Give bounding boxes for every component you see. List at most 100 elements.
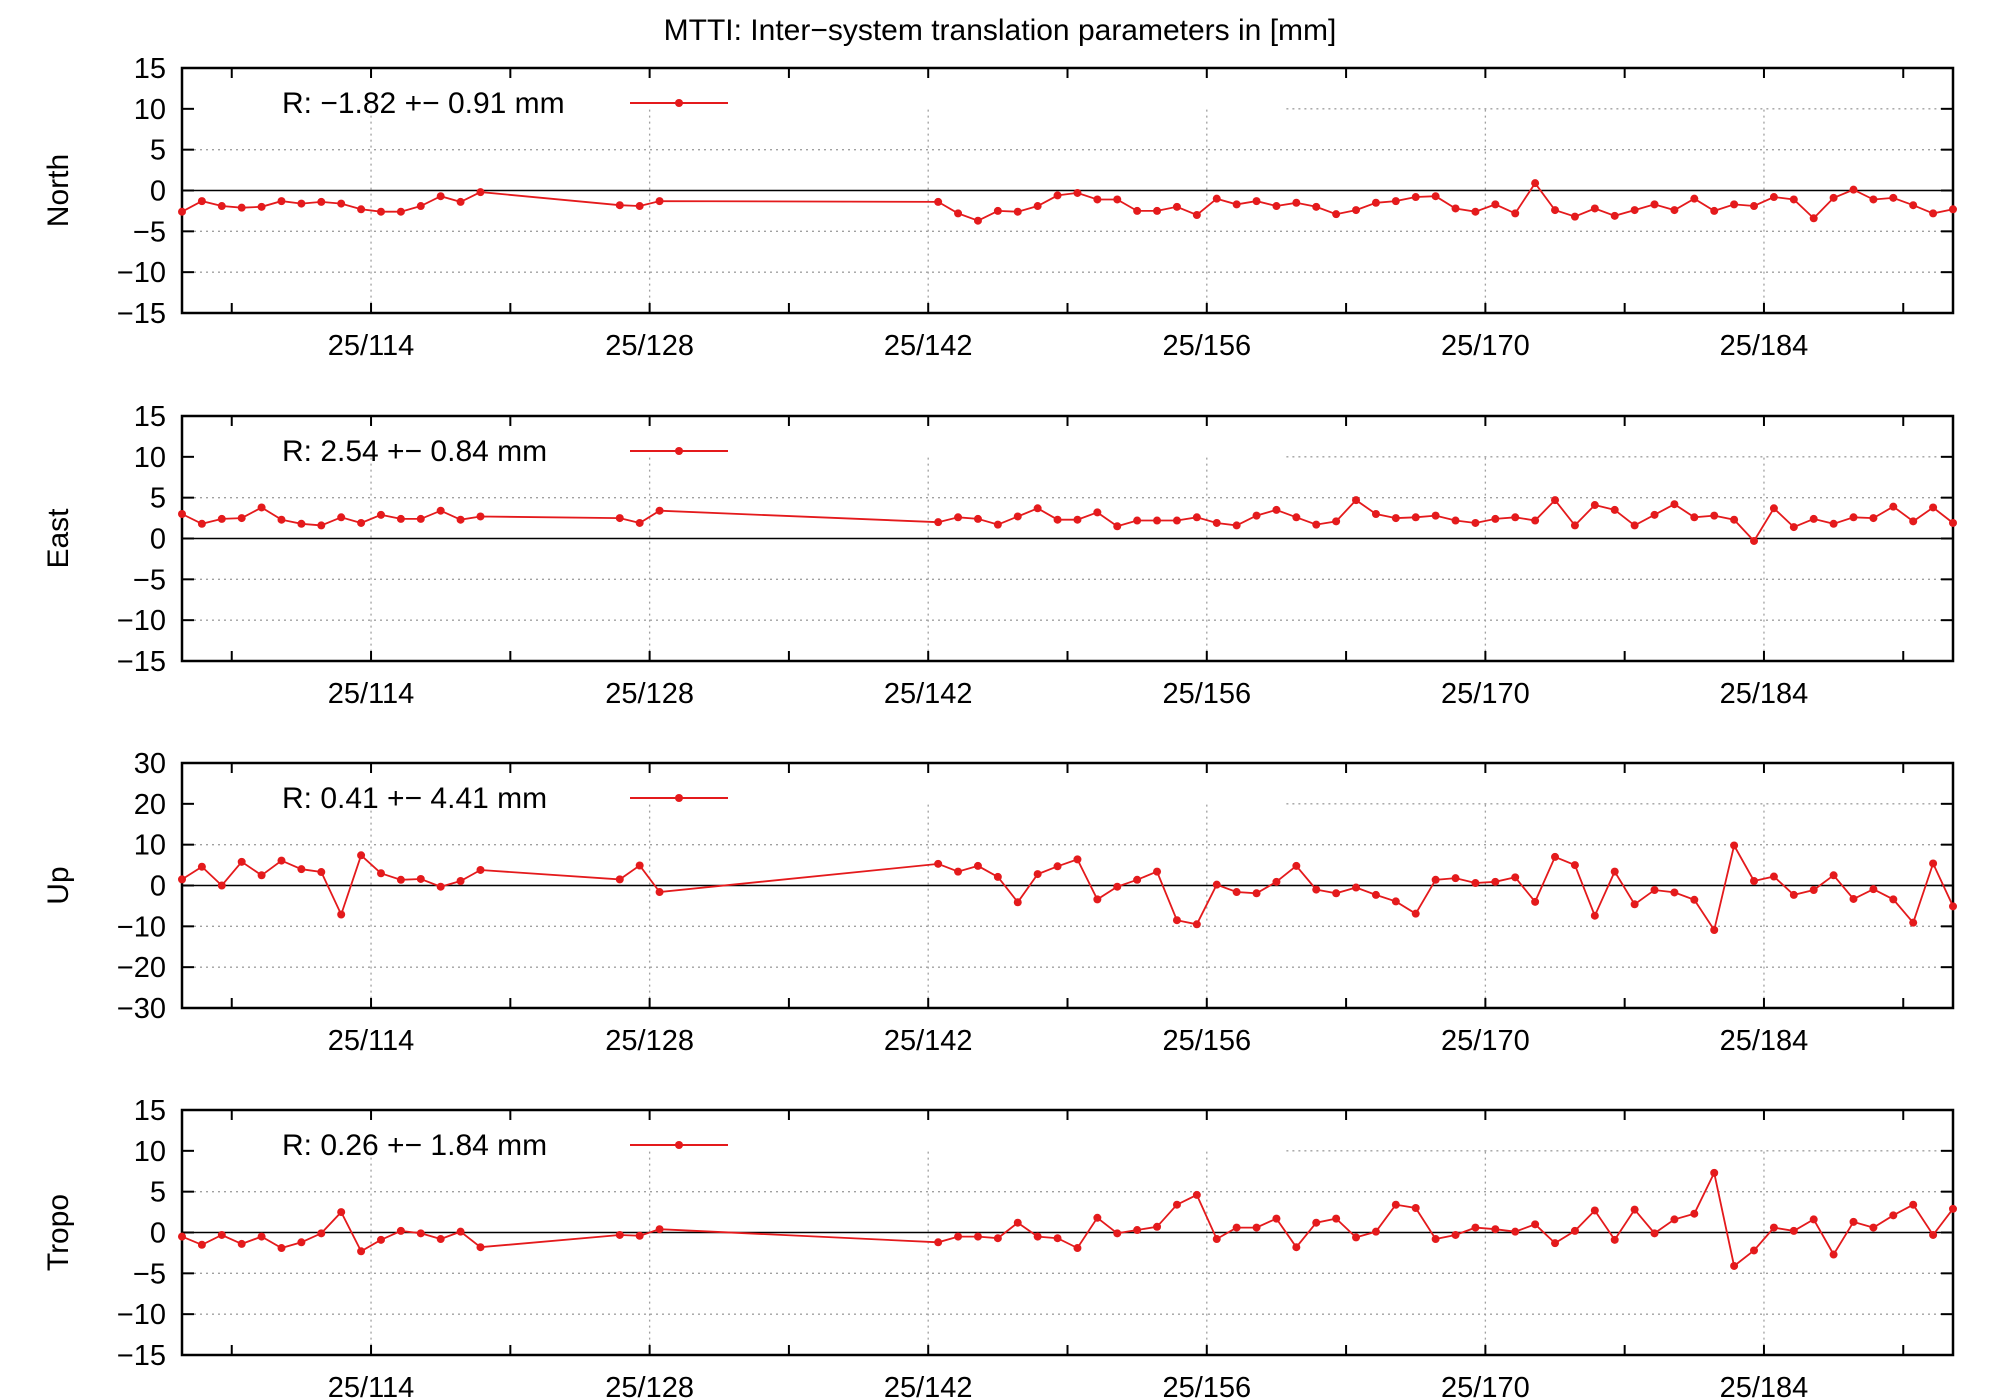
data-point: [1451, 516, 1460, 525]
data-point: [973, 514, 982, 523]
y-tick-label: 0: [150, 176, 166, 208]
data-point: [1192, 513, 1201, 522]
data-point: [1053, 191, 1062, 200]
data-point: [934, 859, 943, 868]
data-point: [1570, 212, 1579, 221]
data-point: [1690, 194, 1699, 203]
x-tick-label: 25/184: [1720, 678, 1809, 710]
data-point: [1809, 1215, 1818, 1224]
data-point: [1292, 1243, 1301, 1252]
data-point: [1451, 874, 1460, 883]
data-point: [1053, 515, 1062, 524]
data-point: [1252, 511, 1261, 520]
data-point: [1212, 880, 1221, 889]
y-tick-label: −5: [133, 564, 166, 596]
data-point: [416, 1229, 425, 1238]
data-point: [1371, 1227, 1380, 1236]
data-point: [1133, 875, 1142, 884]
data-point: [1371, 890, 1380, 899]
data-point: [1232, 1223, 1241, 1232]
data-point: [1013, 898, 1022, 907]
data-point: [476, 188, 485, 197]
y-tick-label: 5: [150, 1177, 166, 1209]
data-point: [1113, 882, 1122, 891]
data-point: [1909, 1200, 1918, 1209]
data-point: [297, 519, 306, 528]
data-point: [1292, 513, 1301, 522]
data-point: [357, 851, 366, 860]
x-tick-label: 25/114: [328, 678, 415, 710]
data-point: [1033, 202, 1042, 211]
data-point: [1232, 200, 1241, 209]
data-point: [1630, 900, 1639, 909]
data-point: [1570, 1226, 1579, 1235]
data-point: [1849, 1217, 1858, 1226]
data-point: [1670, 888, 1679, 897]
data-point: [1849, 513, 1858, 522]
data-point: [1172, 202, 1181, 211]
y-tick-label: −5: [133, 216, 166, 248]
series-line: [181, 843, 1954, 933]
data-point: [1730, 200, 1739, 209]
data-point: [1491, 200, 1500, 209]
data-point: [1531, 516, 1540, 525]
y-tick-label: 0: [150, 871, 166, 903]
data-point: [1252, 889, 1261, 898]
data-point: [1769, 1223, 1778, 1232]
data-point: [337, 199, 346, 208]
data-point: [1750, 1246, 1759, 1255]
data-point: [1371, 510, 1380, 518]
data-point: [1570, 521, 1579, 530]
data-point: [1949, 902, 1957, 911]
data-point: [1292, 198, 1301, 207]
data-point: [1431, 511, 1440, 520]
data-point: [1272, 1214, 1281, 1223]
data-point: [337, 910, 346, 919]
data-point: [257, 871, 266, 880]
data-point: [317, 1229, 326, 1238]
data-point: [1949, 518, 1957, 527]
x-tick-label: 25/128: [605, 1372, 694, 1400]
x-tick-label: 25/114: [328, 330, 415, 362]
data-point: [376, 1235, 385, 1244]
data-point: [1710, 926, 1719, 935]
data-point: [1352, 496, 1361, 505]
data-point: [1929, 209, 1938, 218]
data-point: [1710, 511, 1719, 520]
data-point: [237, 1239, 246, 1248]
data-point: [1332, 889, 1341, 898]
series-line: [181, 498, 1954, 543]
data-point: [1352, 883, 1361, 892]
data-point: [1809, 885, 1818, 894]
x-tick-label: 25/170: [1441, 1025, 1530, 1057]
data-point: [1610, 867, 1619, 876]
data-point: [1133, 206, 1142, 215]
data-point: [1889, 502, 1898, 511]
data-point: [1272, 877, 1281, 886]
data-point: [1153, 867, 1162, 876]
data-point: [1750, 202, 1759, 211]
data-point: [396, 875, 405, 884]
data-point: [1730, 515, 1739, 524]
data-point: [317, 868, 326, 877]
data-point: [1551, 1239, 1560, 1248]
data-point: [1391, 897, 1400, 906]
data-point: [217, 1230, 226, 1239]
data-point: [1670, 500, 1679, 509]
panel-up: 30 20 10 0 −10 −20 −30 25/114 25/128 25/142 25/156…: [42, 748, 1957, 1057]
data-point: [1690, 1209, 1699, 1218]
x-tick-label: 25/142: [884, 1025, 973, 1057]
data-point: [1650, 885, 1659, 894]
data-point: [297, 1238, 306, 1247]
y-tick-label: −15: [117, 1340, 166, 1372]
data-point: [655, 888, 664, 897]
data-point: [1670, 1215, 1679, 1224]
data-point: [1073, 1244, 1082, 1253]
data-point: [1809, 214, 1818, 223]
data-point: [416, 514, 425, 523]
data-point: [257, 503, 266, 512]
data-point: [1093, 1213, 1102, 1222]
data-point: [655, 506, 664, 515]
data-point: [237, 203, 246, 212]
